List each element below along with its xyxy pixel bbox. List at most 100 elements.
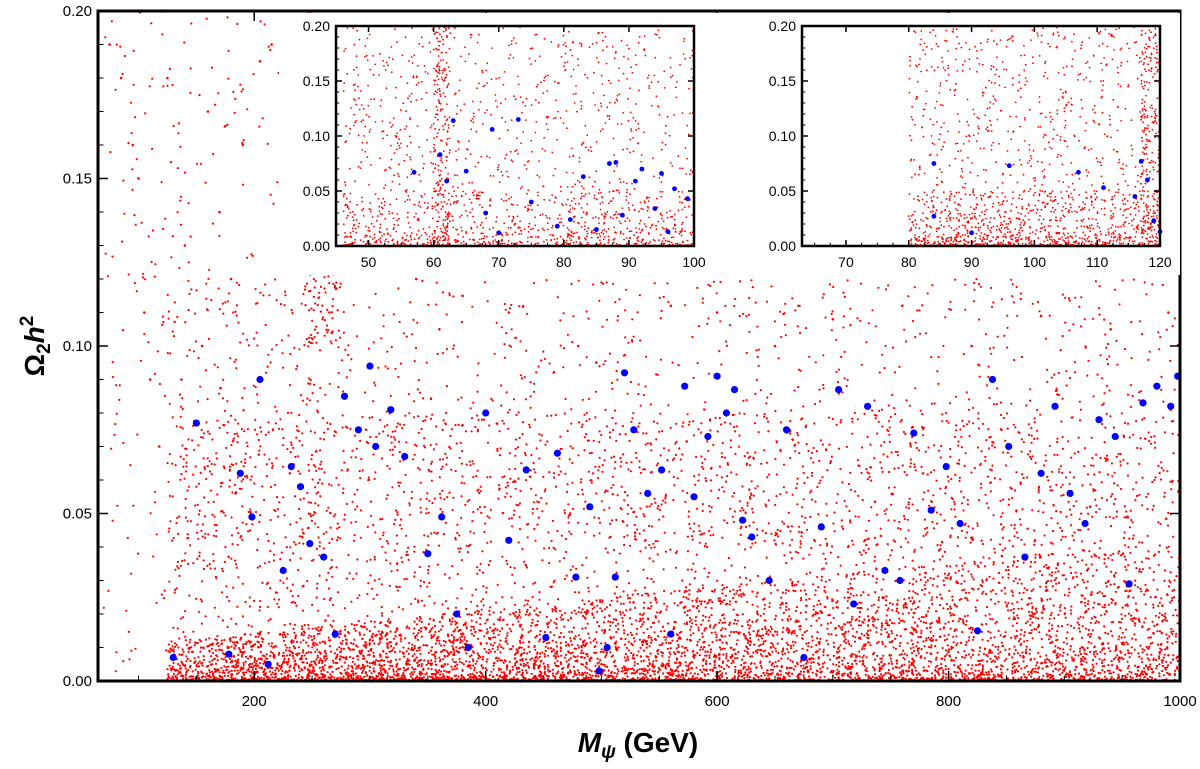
red-point: [951, 595, 954, 598]
red-point: [581, 423, 584, 426]
red-point: [624, 336, 627, 339]
red-point: [495, 674, 498, 677]
red-point: [705, 659, 708, 663]
red-point: [1093, 615, 1096, 618]
red-point: [988, 575, 991, 578]
red-point: [999, 428, 1002, 431]
red-point: [1163, 491, 1166, 494]
red-point: [481, 667, 484, 670]
red-point: [341, 414, 344, 417]
red-point: [471, 305, 474, 308]
red-point: [688, 620, 692, 623]
red-point: [823, 586, 826, 589]
red-point: [849, 471, 852, 474]
red-point: [1011, 283, 1014, 286]
red-point: [858, 655, 861, 658]
red-point: [497, 497, 500, 500]
red-point: [638, 638, 642, 641]
red-point: [336, 539, 339, 542]
red-point: [277, 606, 280, 609]
red-point: [891, 603, 894, 606]
red-point: [1079, 660, 1082, 663]
red-point: [914, 629, 918, 632]
red-point: [775, 650, 778, 653]
red-point: [1064, 673, 1067, 676]
red-point: [485, 669, 488, 672]
red-point: [325, 578, 328, 582]
red-point: [832, 645, 836, 649]
red-point: [213, 523, 216, 527]
red-point: [525, 566, 529, 569]
red-point: [438, 639, 441, 642]
red-point: [436, 563, 439, 566]
red-point: [310, 660, 313, 663]
red-point: [1016, 614, 1019, 617]
red-point: [830, 633, 833, 636]
red-point: [308, 665, 311, 668]
red-point: [650, 641, 653, 644]
red-point: [501, 555, 504, 558]
red-point: [1101, 422, 1104, 426]
red-point: [281, 633, 284, 637]
red-point: [677, 364, 680, 367]
red-point: [425, 663, 428, 667]
red-point: [294, 543, 297, 546]
red-point: [1107, 664, 1110, 667]
red-point: [297, 646, 300, 649]
red-point: [249, 508, 252, 511]
red-point: [541, 559, 544, 562]
red-point: [1070, 456, 1073, 459]
red-point: [898, 644, 901, 648]
red-point: [546, 626, 550, 629]
red-point: [680, 655, 683, 658]
red-point: [290, 308, 293, 312]
red-point: [324, 659, 327, 662]
red-point: [456, 597, 459, 600]
red-point: [939, 593, 942, 596]
red-point: [1061, 397, 1064, 400]
red-point: [700, 422, 703, 425]
red-point: [1091, 663, 1094, 666]
red-point: [569, 445, 572, 448]
red-point: [867, 641, 870, 644]
red-point: [650, 546, 653, 549]
red-point: [274, 405, 277, 408]
red-point: [246, 476, 249, 479]
red-point: [215, 638, 219, 642]
red-point: [405, 441, 408, 444]
red-point: [794, 443, 797, 446]
red-point: [476, 508, 479, 511]
red-point: [970, 667, 973, 670]
red-point: [413, 550, 416, 553]
red-point: [419, 506, 422, 509]
red-point: [859, 624, 863, 627]
red-point: [706, 440, 709, 443]
red-point: [222, 312, 225, 315]
red-point: [743, 677, 746, 680]
red-point: [669, 426, 672, 429]
red-point: [420, 630, 423, 633]
red-point: [358, 470, 361, 473]
red-point: [710, 489, 713, 492]
red-point: [1163, 579, 1166, 583]
red-point: [533, 661, 537, 664]
red-point: [638, 422, 641, 425]
red-point: [941, 676, 945, 679]
red-point: [242, 647, 245, 650]
red-point: [722, 653, 725, 656]
red-point: [362, 644, 365, 647]
red-point: [526, 603, 529, 606]
red-point: [629, 380, 633, 384]
red-point: [389, 630, 392, 633]
red-point: [559, 344, 562, 347]
red-point: [598, 299, 601, 302]
red-point: [644, 355, 648, 358]
red-point: [895, 666, 899, 669]
red-point: [508, 660, 511, 664]
red-point: [806, 476, 809, 479]
red-point: [373, 381, 376, 384]
red-point: [920, 615, 924, 619]
red-point: [1009, 486, 1012, 489]
red-point: [400, 527, 403, 530]
red-point: [791, 297, 794, 300]
